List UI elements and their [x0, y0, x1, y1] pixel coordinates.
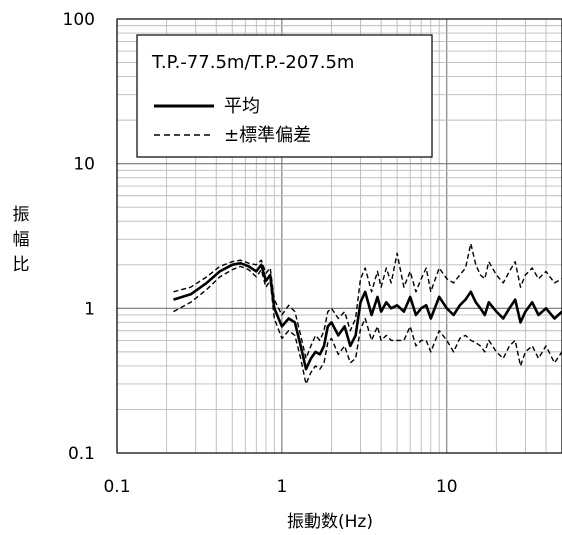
legend-box — [136, 34, 433, 158]
x-tick-label: 10 — [436, 477, 458, 497]
legend-label-sd: ±標準偏差 — [224, 125, 311, 146]
tick-labels: 0.1 1 10 100 0.1 1 10 — [63, 10, 458, 497]
series-line-2 — [173, 265, 562, 385]
y-tick-label: 0.1 — [68, 444, 95, 464]
legend-title: T.P.-77.5m/T.P.-207.5m — [151, 52, 354, 73]
y-tick-label: 100 — [63, 10, 95, 30]
series-line-1 — [173, 242, 562, 360]
x-tick-label: 0.1 — [103, 477, 130, 497]
x-tick-label: 1 — [276, 477, 287, 497]
y-tick-label: 10 — [73, 155, 95, 175]
series-layer — [173, 242, 562, 385]
legend: T.P.-77.5m/T.P.-207.5m 平均 ±標準偏差 — [136, 34, 433, 158]
legend-label-mean: 平均 — [224, 96, 260, 117]
y-axis-label: 振幅比 — [13, 205, 30, 275]
plot-frame — [116, 18, 562, 454]
x-axis-label: 振動数(Hz) — [287, 512, 373, 532]
series-line-0 — [173, 261, 562, 371]
y-tick-label: 1 — [84, 299, 95, 319]
